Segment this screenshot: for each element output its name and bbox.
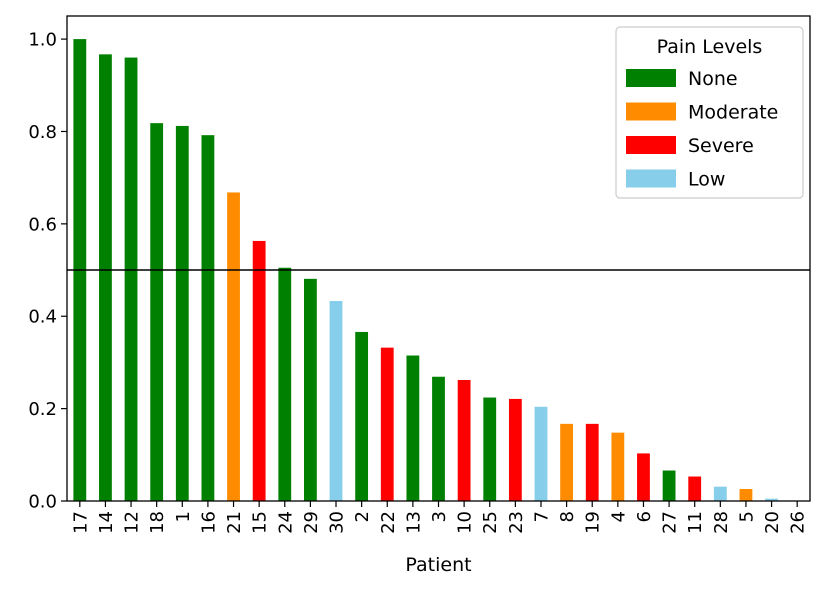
bar-patient-30 — [329, 300, 343, 501]
bar-patient-27 — [662, 470, 676, 501]
legend-swatch — [626, 169, 676, 188]
bar-patient-14 — [99, 54, 112, 501]
x-tick-label: 15 — [250, 511, 271, 534]
bar-patient-5 — [739, 488, 753, 501]
bar-patient-15 — [252, 240, 266, 501]
legend-swatch — [626, 136, 676, 154]
legend-label: Severe — [688, 135, 754, 157]
bar-patient-28 — [713, 486, 727, 501]
x-tick-label: 5 — [736, 511, 757, 522]
x-tick-label: 13 — [403, 511, 424, 534]
bar-patient-23 — [508, 398, 522, 501]
x-tick-label: 7 — [531, 511, 552, 522]
x-tick-label: 20 — [762, 511, 783, 534]
x-tick-label: 25 — [480, 511, 501, 534]
x-tick-label: 12 — [122, 511, 143, 534]
x-axis-label: Patient — [405, 554, 471, 576]
legend-swatch — [626, 69, 676, 87]
x-tick-label: 28 — [711, 511, 732, 534]
bar-patient-22 — [380, 347, 394, 501]
bar-patient-2 — [355, 331, 369, 501]
x-tick-label: 26 — [788, 511, 809, 534]
legend-title: Pain Levels — [657, 36, 763, 58]
bars-group — [73, 39, 804, 502]
y-tick-label: 0.2 — [28, 399, 57, 420]
x-tick-label: 27 — [660, 511, 681, 534]
bar-patient-4 — [611, 432, 625, 501]
x-tick-label: 24 — [275, 511, 296, 534]
bar-patient-21 — [227, 192, 240, 501]
y-tick-label: 0.6 — [28, 214, 57, 235]
bar-patient-6 — [637, 453, 650, 501]
bar-patient-13 — [406, 355, 420, 501]
legend-label: Low — [688, 169, 725, 191]
bar-patient-25 — [483, 397, 497, 501]
bar-patient-18 — [150, 123, 164, 502]
x-tick-label: 21 — [224, 511, 245, 534]
bar-patient-16 — [201, 135, 215, 501]
bar-patient-8 — [560, 423, 574, 501]
y-tick-label: 0.4 — [28, 307, 57, 328]
x-tick-label: 2 — [352, 511, 373, 522]
y-tick-label: 0.8 — [28, 122, 57, 143]
x-tick-label: 16 — [198, 511, 219, 534]
bar-patient-29 — [303, 278, 317, 501]
x-tick-label: 1 — [173, 511, 194, 522]
x-tick-label: 23 — [506, 511, 527, 534]
x-tick-label: 8 — [557, 511, 578, 522]
y-tick-label: 1.0 — [28, 30, 57, 51]
legend-label: None — [688, 68, 738, 90]
bar-patient-11 — [688, 476, 702, 501]
bar-patient-24 — [278, 267, 292, 501]
x-tick-label: 19 — [583, 511, 604, 534]
x-tick-label: 22 — [378, 511, 399, 534]
legend: Pain Levels None Moderate Severe Low — [615, 26, 804, 199]
bar-patient-7 — [534, 406, 548, 501]
x-tick-label: 11 — [685, 511, 706, 534]
x-tick-label: 6 — [634, 511, 655, 522]
y-axis: 0.0 0.2 0.4 0.6 0.8 1.0 — [28, 30, 67, 513]
bar-patient-3 — [432, 376, 445, 501]
x-tick-label: 4 — [608, 511, 629, 522]
x-tick-label: 14 — [96, 511, 117, 534]
x-axis: 17 14 12 18 1 16 21 15 24 29 30 2 22 13 3 10 25 23 7 8 19 4 6 2… — [70, 501, 809, 534]
bar-patient-19 — [585, 423, 599, 501]
bar-patient-20 — [765, 498, 778, 501]
bar-patient-10 — [457, 379, 471, 501]
x-tick-label: 29 — [301, 511, 322, 534]
legend-swatch — [626, 102, 676, 121]
x-tick-label: 17 — [70, 511, 91, 534]
legend-entries: None Moderate Severe Low — [626, 68, 778, 191]
y-tick-label: 0.0 — [28, 492, 57, 513]
x-tick-label: 3 — [429, 511, 450, 522]
x-tick-label: 18 — [147, 511, 168, 534]
x-tick-label: 30 — [327, 511, 348, 534]
bar-patient-1 — [175, 125, 189, 501]
legend-label: Moderate — [688, 102, 778, 124]
bar-patient-12 — [124, 57, 138, 501]
x-tick-label: 10 — [455, 511, 476, 534]
